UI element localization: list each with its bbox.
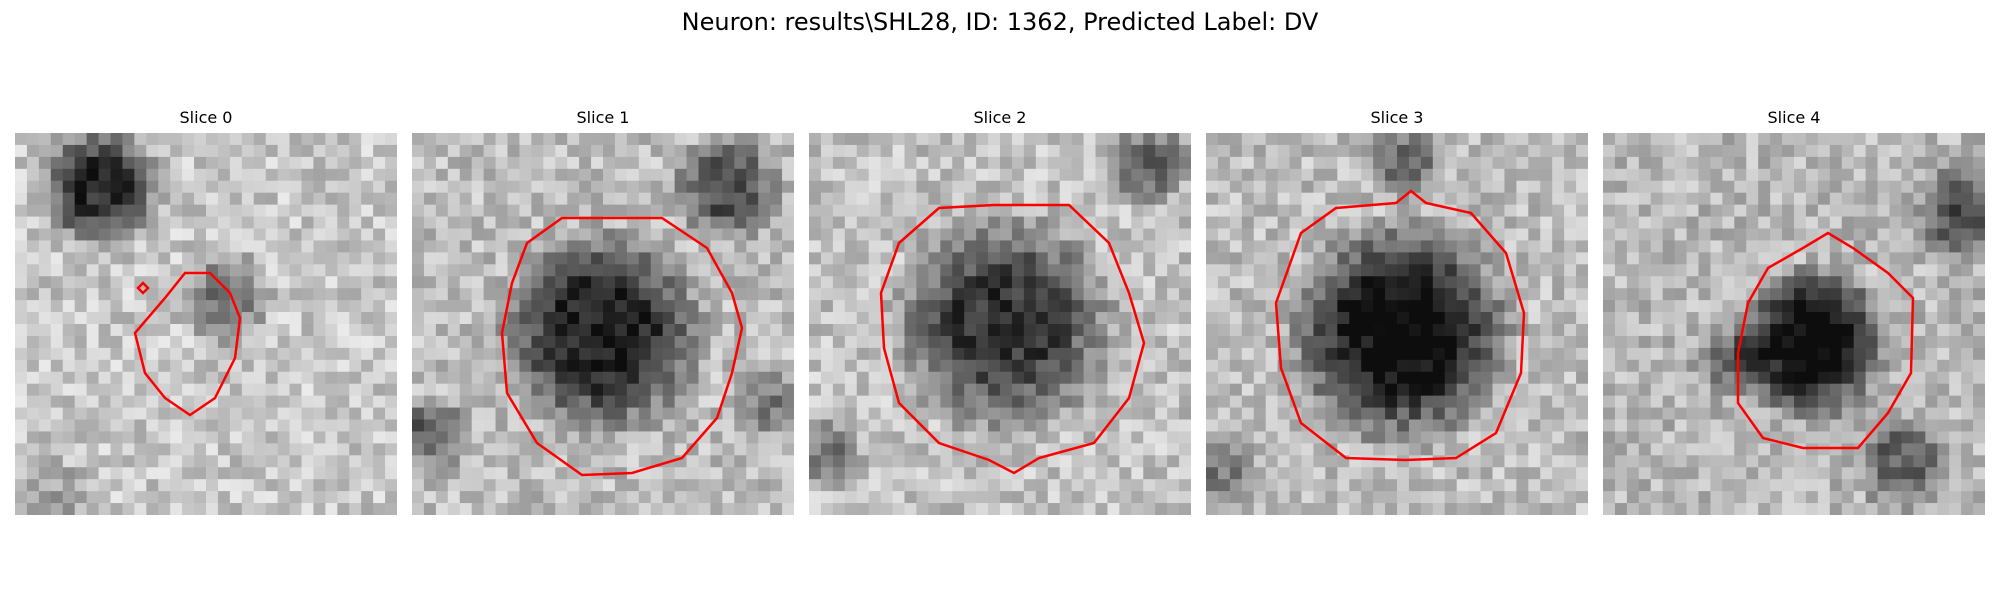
slice-panel-2: Slice 2 [809, 108, 1191, 515]
slice-image-4 [1603, 133, 1985, 515]
slice-panel-4: Slice 4 [1603, 108, 1985, 515]
slice-image-1 [412, 133, 794, 515]
contour-marker-0 [136, 281, 150, 295]
slice-image-2 [809, 133, 1191, 515]
slice-title-3: Slice 3 [1370, 108, 1424, 127]
slice-panel-3: Slice 3 [1206, 108, 1588, 515]
slice-title-2: Slice 2 [973, 108, 1027, 127]
slice-panel-0: Slice 0 [15, 108, 397, 515]
neuron-contour-2 [879, 203, 1146, 475]
neuron-contour-3 [1274, 189, 1526, 462]
slice-title-0: Slice 0 [179, 108, 233, 127]
slice-image-3 [1206, 133, 1588, 515]
figure-title: Neuron: results\SHL28, ID: 1362, Predict… [681, 8, 1319, 36]
slice-title-4: Slice 4 [1767, 108, 1821, 127]
neuron-contour-0 [133, 271, 242, 417]
slice-panel-1: Slice 1 [412, 108, 794, 515]
neuron-contour-4 [1736, 231, 1915, 450]
slice-image-0 [15, 133, 397, 515]
slice-title-1: Slice 1 [576, 108, 630, 127]
neuron-contour-1 [500, 216, 744, 477]
